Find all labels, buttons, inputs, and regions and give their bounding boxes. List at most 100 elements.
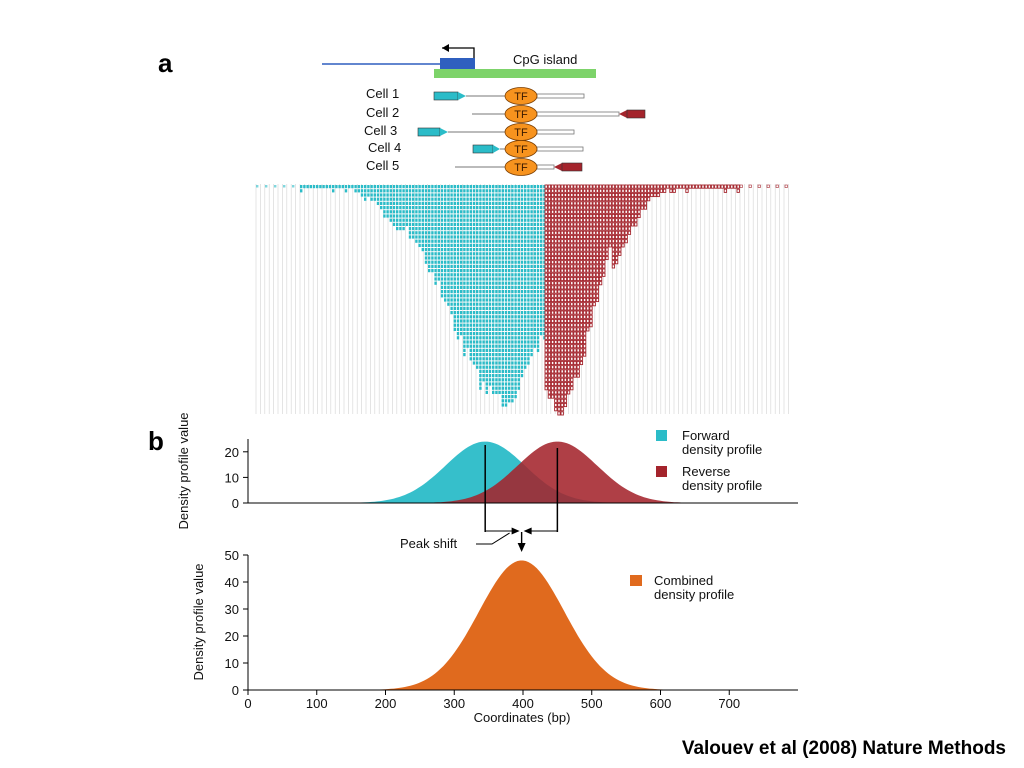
forward-read <box>472 336 476 340</box>
forward-read <box>504 298 508 302</box>
reverse-read <box>550 381 555 387</box>
reverse-read <box>570 310 574 315</box>
forward-read <box>524 294 527 298</box>
reverse-read <box>618 192 622 198</box>
reverse-read <box>602 243 606 248</box>
cpg-island-label: CpG island <box>513 52 577 67</box>
reverse-read <box>563 192 568 198</box>
forward-read <box>492 277 495 281</box>
forward-read <box>456 273 460 277</box>
reverse-read <box>563 365 568 370</box>
forward-read <box>386 210 389 214</box>
forward-read <box>495 298 498 302</box>
forward-read <box>543 189 546 193</box>
forward-read <box>460 260 463 264</box>
forward-read <box>517 281 520 285</box>
forward-read <box>396 214 399 218</box>
forward-read <box>434 214 437 218</box>
reverse-read <box>611 251 616 256</box>
reverse-read <box>576 331 580 336</box>
reverse-read <box>544 386 548 391</box>
forward-read <box>472 201 476 205</box>
forward-read <box>508 298 511 302</box>
forward-read <box>456 302 460 306</box>
forward-read <box>463 315 466 319</box>
forward-read <box>511 231 514 235</box>
forward-read <box>479 336 482 340</box>
reverse-read <box>563 281 568 286</box>
reverse-read <box>662 188 667 193</box>
forward-read <box>536 348 540 352</box>
reverse-read <box>557 205 561 210</box>
forward-read <box>524 336 527 340</box>
forward-read <box>527 285 530 289</box>
forward-read <box>437 239 440 243</box>
forward-read <box>520 369 524 373</box>
reverse-read <box>592 184 596 189</box>
forward-read <box>511 302 514 306</box>
forward-read <box>440 264 444 268</box>
reverse-read <box>573 314 577 319</box>
forward-read <box>421 235 424 239</box>
reverse-read <box>602 255 606 261</box>
forward-read <box>472 348 476 352</box>
forward-read <box>447 239 450 243</box>
forward-read <box>511 185 514 189</box>
forward-read <box>520 332 524 336</box>
forward-read <box>492 357 495 361</box>
forward-read <box>463 189 466 193</box>
forward-read <box>472 302 476 306</box>
forward-read <box>540 264 543 268</box>
forward-read <box>476 365 479 369</box>
forward-read <box>492 332 495 336</box>
reverse-read <box>573 360 577 366</box>
forward-read <box>437 218 440 222</box>
forward-read <box>517 294 520 298</box>
forward-read <box>405 218 408 222</box>
forward-read <box>472 197 476 201</box>
forward-read <box>469 302 472 306</box>
reverse-read <box>576 197 580 202</box>
forward-read <box>389 201 392 205</box>
forward-read <box>508 374 511 378</box>
forward-read <box>543 336 546 340</box>
y-tick-label: 20 <box>225 445 239 460</box>
forward-read <box>479 319 482 323</box>
forward-read <box>463 210 466 214</box>
forward-read <box>514 218 517 222</box>
forward-read <box>540 222 543 226</box>
forward-read <box>456 269 460 273</box>
reverse-read <box>602 205 606 210</box>
forward-read <box>492 210 495 214</box>
reverse-read <box>592 302 596 307</box>
forward-read <box>495 290 498 294</box>
forward-read <box>495 243 498 247</box>
forward-read <box>498 336 501 340</box>
forward-read <box>514 365 517 369</box>
reverse-read <box>598 247 603 252</box>
forward-read <box>447 281 450 285</box>
forward-read <box>527 218 530 222</box>
reverse-read <box>586 314 590 319</box>
reverse-read <box>554 386 558 391</box>
forward-read <box>373 185 376 189</box>
forward-read <box>444 273 447 277</box>
forward-read <box>472 264 476 268</box>
reverse-read <box>550 218 555 223</box>
reverse-read <box>582 352 587 357</box>
forward-read <box>485 185 488 189</box>
reverse-read <box>682 184 686 189</box>
forward-read <box>434 256 437 260</box>
forward-read <box>472 273 476 277</box>
forward-read <box>456 222 460 226</box>
reverse-read <box>602 247 606 252</box>
forward-read <box>492 218 495 222</box>
forward-read <box>485 306 488 310</box>
forward-read <box>530 214 533 218</box>
forward-read <box>495 327 498 331</box>
reverse-read <box>554 293 558 298</box>
reverse-read <box>573 230 577 235</box>
forward-read <box>530 269 533 273</box>
reverse-read <box>598 276 603 282</box>
reverse-read <box>656 192 660 198</box>
